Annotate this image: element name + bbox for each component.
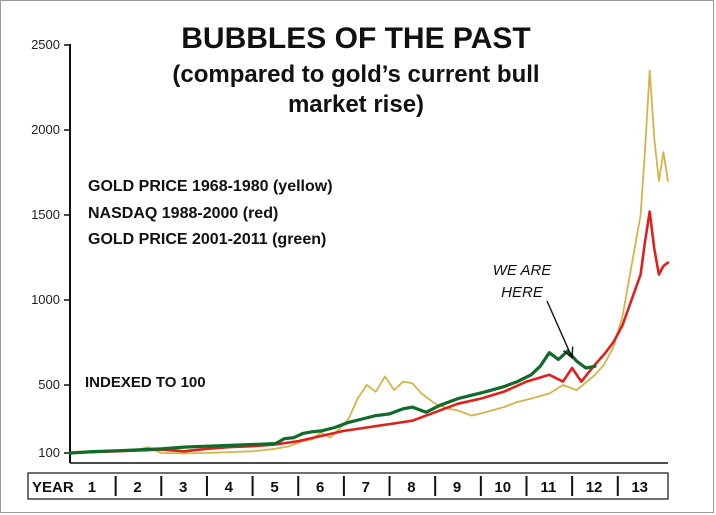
x-tick-label: 13 (631, 479, 648, 496)
x-tick-label: 7 (362, 479, 370, 496)
x-tick-label: 11 (540, 479, 556, 496)
series-line-red (68, 210, 670, 455)
annotation-line2: HERE (501, 284, 544, 301)
x-tick-label: 8 (407, 479, 415, 496)
year-bar (27, 472, 669, 500)
y-tick-label: 2500 (31, 37, 60, 52)
y-tick-label: 1500 (31, 207, 60, 222)
x-tick-label: 3 (179, 479, 187, 496)
x-axis-label: YEAR (32, 479, 74, 496)
x-tick-label: 9 (453, 479, 461, 496)
x-tick-label: 2 (133, 479, 141, 496)
x-tick-label: 4 (225, 479, 234, 496)
series-group (68, 69, 670, 455)
chart-subtitle-line1: (compared to gold’s current bull (172, 61, 539, 88)
x-tick-label: 10 (494, 479, 511, 496)
index-note: INDEXED TO 100 (85, 374, 206, 391)
x-tick-group: 1 2 3 4 5 6 7 8 9 10 11 12 13 (88, 476, 648, 496)
y-tick-label: 500 (38, 377, 60, 392)
chart-title: BUBBLES OF THE PAST (181, 22, 530, 55)
annotation-line1: WE ARE (493, 262, 553, 279)
series-line-green (68, 349, 597, 455)
annotation-arrow (546, 300, 574, 360)
y-tick-label: 2000 (31, 122, 60, 137)
x-tick-label: 5 (270, 479, 278, 496)
y-tick-label: 100 (38, 445, 60, 460)
x-tick-label: 6 (316, 479, 324, 496)
y-tick-label: 1000 (31, 292, 60, 307)
annotation-arrow-shaft (546, 300, 573, 359)
legend-entry-yellow: GOLD PRICE 1968-1980 (yellow) (88, 178, 333, 195)
series-line-yellow (69, 69, 669, 455)
annotation-arrow-head (563, 346, 574, 360)
legend-entry-green: GOLD PRICE 2001-2011 (green) (88, 231, 326, 248)
legend-entry-red: NASDAQ 1988-2000 (red) (88, 205, 278, 222)
x-tick-label: 1 (88, 479, 96, 496)
chart-subtitle-line2: market rise) (288, 91, 424, 118)
y-tick-group: 100 500 1000 1500 2000 2500 (31, 37, 70, 460)
x-tick-label: 12 (586, 479, 603, 496)
